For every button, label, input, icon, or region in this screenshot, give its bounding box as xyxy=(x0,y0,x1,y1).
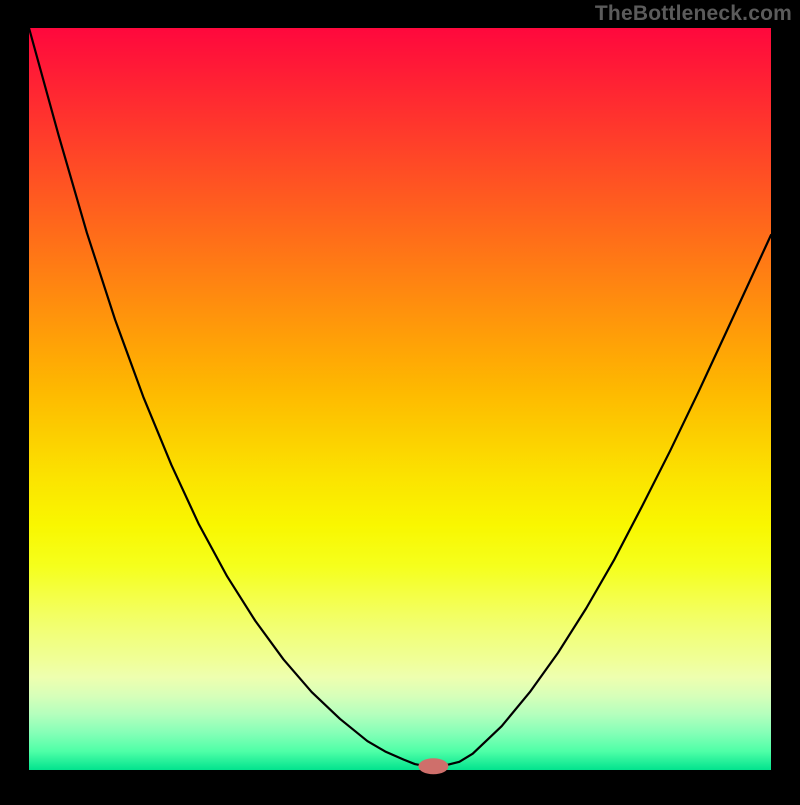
chart-frame: TheBottleneck.com xyxy=(0,0,800,800)
bottleneck-chart-svg xyxy=(0,0,800,800)
optimal-marker xyxy=(418,758,448,774)
plot-background xyxy=(29,28,771,770)
watermark-text: TheBottleneck.com xyxy=(595,2,792,26)
